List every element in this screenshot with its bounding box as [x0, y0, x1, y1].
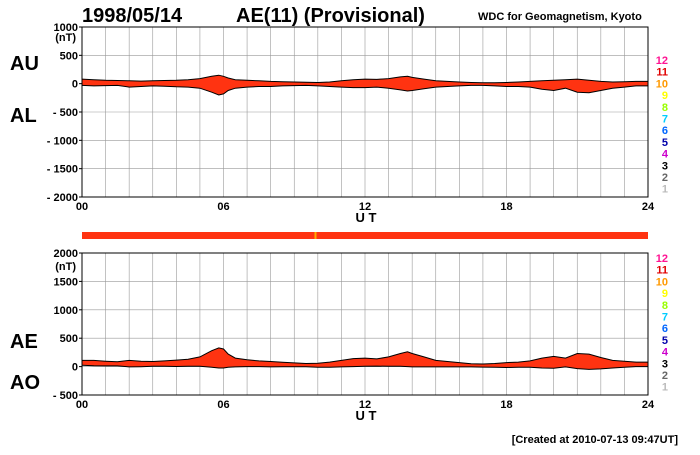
x-tick-label: 18 [500, 399, 512, 411]
x-tick-label: 12 [359, 399, 371, 411]
envelope-fill [82, 75, 648, 95]
legend-number: 6 [662, 125, 668, 137]
legend-number: 4 [662, 149, 669, 161]
legend-number: 9 [662, 90, 668, 102]
x-axis-title-top: U T [356, 210, 377, 225]
legend-number: 12 [656, 55, 668, 67]
y-tick-label: - 1500 [47, 164, 78, 176]
x-axis-title-bottom: U T [356, 408, 377, 423]
x-tick-label: 00 [76, 399, 88, 411]
x-tick-label: 24 [642, 201, 655, 213]
unit-label-bottom: (nT) [55, 261, 76, 273]
ao-label: AO [10, 372, 40, 394]
al-label: AL [10, 105, 37, 127]
y-tick-label: - 500 [53, 390, 78, 402]
legend-number: 10 [656, 276, 668, 288]
legend-number: 2 [662, 172, 668, 184]
legend-number: 12 [656, 253, 668, 265]
y-tick-label: 2000 [54, 248, 78, 260]
y-tick-label: 1500 [54, 276, 78, 288]
date-title: 1998/05/14 [82, 5, 183, 27]
y-tick-label: 1000 [54, 22, 78, 34]
y-tick-label: - 2000 [47, 192, 78, 204]
envelope-fill [82, 347, 648, 370]
legend-number: 11 [656, 67, 668, 79]
x-tick-label: 00 [76, 201, 88, 213]
x-tick-label: 06 [217, 201, 229, 213]
legend-number: 7 [662, 114, 668, 126]
source-label: WDC for Geomagnetism, Kyoto [478, 11, 642, 23]
series-line-al [81, 84, 648, 96]
legend-number: 4 [662, 347, 669, 359]
legend-number: 5 [662, 137, 668, 149]
index-title: AE(11) (Provisional) [236, 5, 425, 27]
legend-number: 1 [662, 184, 668, 196]
station-bar [82, 232, 648, 239]
legend-number: 10 [656, 78, 668, 90]
series-line-au [81, 74, 648, 84]
station-bar-fill [82, 232, 648, 239]
y-tick-label: 500 [60, 50, 78, 62]
legend-number: 6 [662, 323, 668, 335]
plot-frame [81, 252, 649, 396]
y-tick-label: 500 [60, 333, 78, 345]
au-label: AU [10, 53, 39, 75]
x-tick-label: 06 [217, 399, 229, 411]
legend-number: 5 [662, 335, 668, 347]
y-tick-label: 1000 [54, 305, 78, 317]
legend-number: 7 [662, 312, 668, 324]
x-tick-label: 24 [642, 399, 655, 411]
series-line-ao [81, 364, 648, 370]
created-stamp: [Created at 2010-07-13 09:47UT] [512, 434, 679, 446]
y-tick-label: 0 [72, 362, 78, 374]
legend-number: 2 [662, 370, 668, 382]
station-bar-mark [314, 232, 317, 239]
unit-label-top: (nT) [55, 32, 76, 44]
y-tick-label: - 1000 [47, 135, 78, 147]
series-line-ae [82, 347, 648, 365]
legend-number: 8 [662, 300, 668, 312]
legend-number: 3 [662, 358, 668, 370]
ae-label: AE [10, 331, 38, 353]
legend-number: 11 [656, 265, 668, 277]
x-tick-label: 18 [500, 201, 512, 213]
legend-number: 9 [662, 288, 668, 300]
y-tick-label: - 500 [53, 107, 78, 119]
y-tick-label: 0 [72, 79, 78, 91]
legend-number: 1 [662, 382, 668, 394]
legend-number: 3 [662, 160, 668, 172]
x-tick-label: 12 [359, 201, 371, 213]
legend-number: 8 [662, 102, 668, 114]
